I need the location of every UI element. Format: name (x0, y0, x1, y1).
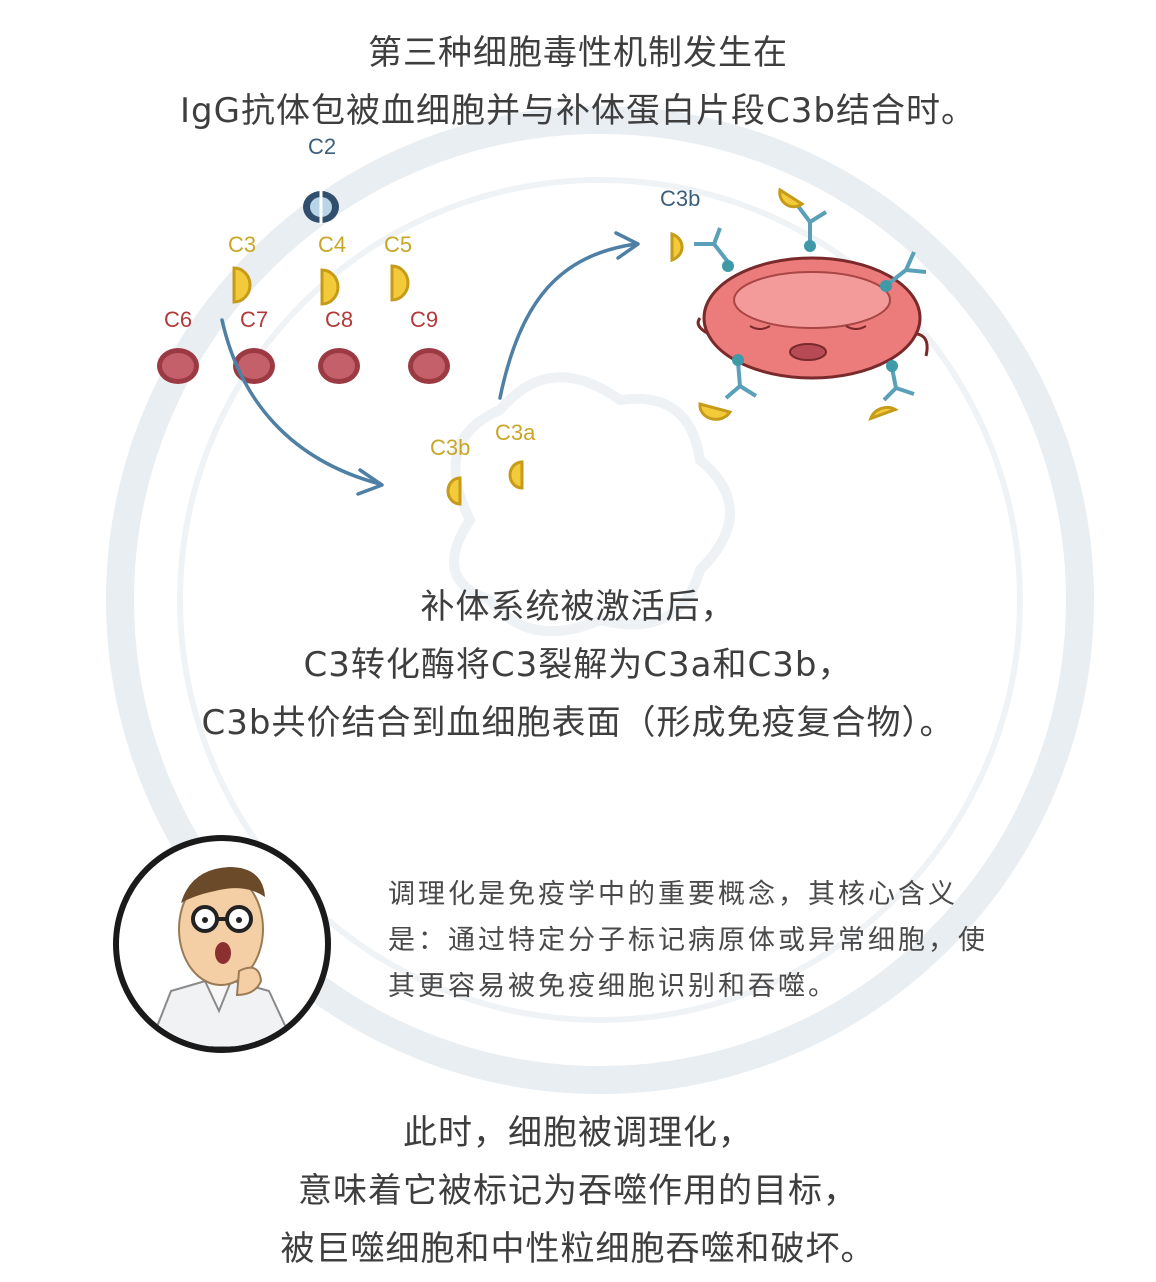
c9-molecule (408, 348, 450, 384)
note-line-1: 调理化是免疫学中的重要概念，其核心含义 (388, 872, 1088, 918)
opsonization-note: 调理化是免疫学中的重要概念，其核心含义 是：通过特定分子标记病原体或异常细胞，使… (388, 872, 1088, 1010)
label-c2: C2 (308, 134, 336, 159)
label-c9: C9 (410, 307, 438, 332)
complement-diagram: C2 C3 C4 C5 C6 C7 C8 C9 C3b C3a C3b (0, 0, 1156, 560)
cleavage-arrow (222, 320, 382, 494)
label-c5: C5 (384, 232, 412, 257)
label-c4: C4 (318, 232, 346, 257)
note-line-3: 其更容易被免疫细胞识别和吞噬。 (388, 964, 1088, 1010)
c7-molecule (233, 348, 275, 384)
activation-text: 补体系统被激活后， C3转化酶将C3裂解为C3a和C3b， C3b共价结合到血细… (0, 578, 1156, 752)
c3b-fragment (448, 478, 460, 504)
label-c3: C3 (228, 232, 256, 257)
label-c6: C6 (164, 307, 192, 332)
note-line-2: 是：通过特定分子标记病原体或异常细胞，使 (388, 918, 1088, 964)
c2-molecule (303, 190, 339, 224)
doctor-illustration (119, 841, 325, 1047)
label-c3b-fragment: C3b (430, 435, 470, 460)
c8-molecule (318, 348, 360, 384)
conclusion-text: 此时，细胞被调理化， 意味着它被标记为吞噬作用的目标， 被巨噬细胞和中性粒细胞吞… (0, 1104, 1156, 1278)
c4-molecule (322, 270, 338, 304)
label-c8: C8 (325, 307, 353, 332)
binding-arrow (500, 233, 638, 398)
c3a-fragment (510, 462, 522, 488)
activation-line-3: C3b共价结合到血细胞表面（形成免疫复合物）。 (0, 694, 1156, 752)
conclusion-line-2: 意味着它被标记为吞噬作用的目标， (0, 1162, 1156, 1220)
c5-molecule (392, 266, 408, 300)
label-c3a-fragment: C3a (495, 420, 536, 445)
c6-molecule (157, 348, 199, 384)
label-c7: C7 (240, 307, 268, 332)
label-c3b-bound: C3b (660, 186, 700, 211)
doctor-avatar (113, 835, 331, 1053)
antibody-c3b-5 (884, 360, 914, 400)
c3b-bound-5 (869, 404, 895, 418)
activation-line-2: C3转化酶将C3裂解为C3a和C3b， (0, 636, 1156, 694)
antibody-c3b-2 (798, 206, 826, 252)
conclusion-line-1: 此时，细胞被调理化， (0, 1104, 1156, 1162)
activation-line-1: 补体系统被激活后， (0, 578, 1156, 636)
c3b-bound-1 (672, 234, 682, 260)
antibody-c3b-1 (694, 228, 734, 272)
c3-molecule (234, 268, 250, 302)
c3b-bound-4 (700, 404, 730, 419)
conclusion-line-3: 被巨噬细胞和中性粒细胞吞噬和破坏。 (0, 1220, 1156, 1278)
c3b-bound-2 (780, 190, 802, 207)
